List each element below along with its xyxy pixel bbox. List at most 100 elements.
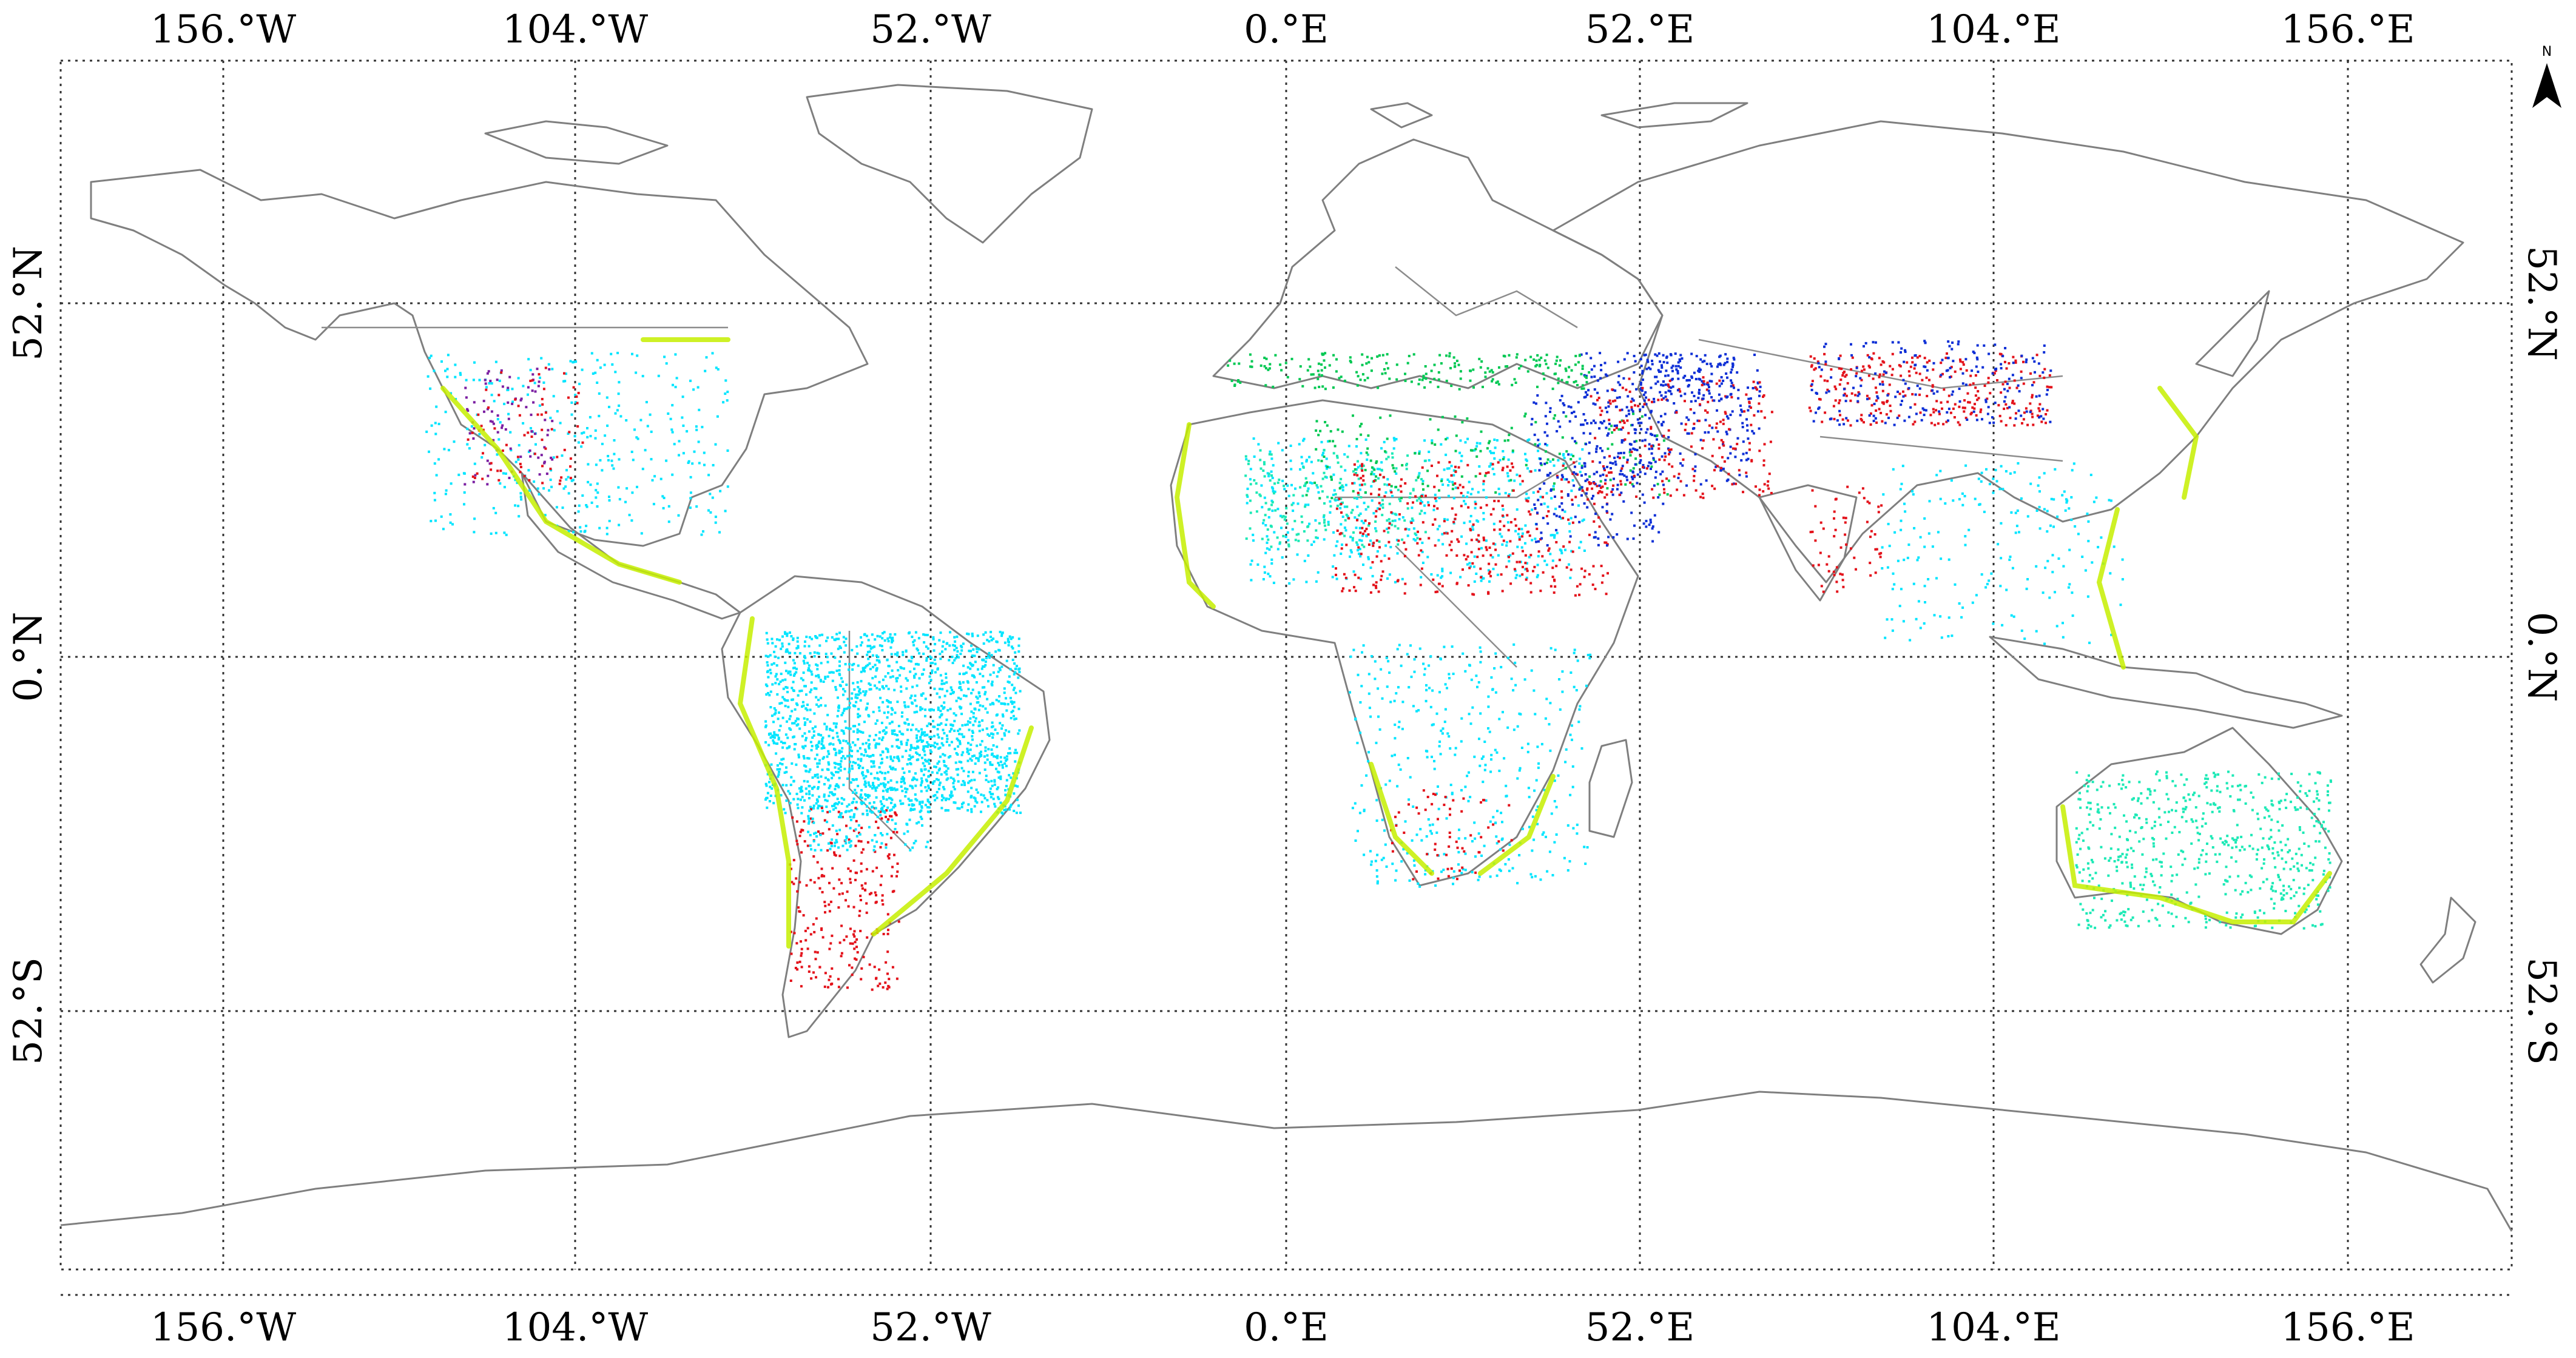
classified-pixel <box>1651 447 1654 450</box>
classified-pixel <box>563 448 566 451</box>
classified-pixel <box>828 763 831 766</box>
classified-pixel <box>1835 388 1838 391</box>
classified-pixel <box>1315 420 1318 423</box>
classified-pixel <box>864 782 867 785</box>
classified-pixel <box>595 463 598 466</box>
classified-pixel <box>1269 450 1272 453</box>
classified-pixel <box>828 978 831 981</box>
classified-pixel <box>1006 640 1010 643</box>
classified-pixel <box>1390 485 1393 488</box>
classified-pixel <box>1492 472 1495 476</box>
classified-pixel <box>1711 426 1714 429</box>
classified-pixel <box>1707 400 1710 403</box>
classified-pixel <box>1731 410 1734 413</box>
classified-pixel <box>1437 428 1440 431</box>
classified-pixel <box>474 474 477 477</box>
classified-pixel <box>835 731 838 734</box>
classified-pixel <box>936 733 939 736</box>
classified-pixel <box>816 951 819 954</box>
classified-pixel <box>2003 388 2006 391</box>
classified-pixel <box>1992 422 1995 424</box>
classified-pixel <box>1264 551 1267 554</box>
classified-pixel <box>1941 407 1943 410</box>
classified-pixel <box>1650 426 1653 429</box>
classified-pixel <box>1727 457 1730 460</box>
classified-pixel <box>875 742 878 745</box>
classified-pixel <box>1987 406 1990 409</box>
classified-pixel <box>1698 419 1701 422</box>
classified-pixel <box>811 745 814 748</box>
classified-pixel <box>1259 449 1262 452</box>
classified-pixel <box>817 830 820 833</box>
classified-pixel <box>902 779 905 782</box>
classified-pixel <box>1008 730 1011 733</box>
classified-pixel <box>1545 450 1547 453</box>
classified-pixel <box>843 690 846 693</box>
classified-pixel <box>1561 476 1564 479</box>
classified-pixel <box>1902 395 1905 398</box>
classified-pixel <box>1506 472 1509 475</box>
classified-pixel <box>551 368 554 371</box>
classified-pixel <box>1874 386 1877 389</box>
classified-pixel <box>820 775 823 778</box>
classified-pixel <box>914 772 917 775</box>
classified-pixel <box>964 724 967 727</box>
classified-pixel <box>945 799 947 801</box>
classified-pixel <box>1270 453 1273 456</box>
classified-pixel <box>911 787 914 790</box>
classified-pixel <box>1662 420 1665 423</box>
classified-pixel <box>1464 502 1467 505</box>
classified-pixel <box>1547 510 1550 513</box>
classified-pixel <box>1336 454 1338 457</box>
classified-pixel <box>769 654 772 657</box>
classified-pixel <box>1451 480 1454 483</box>
classified-pixel <box>891 768 894 771</box>
classified-pixel <box>920 728 923 731</box>
classified-pixel <box>1487 471 1490 474</box>
classified-pixel <box>926 760 929 763</box>
classified-pixel <box>948 644 951 647</box>
classified-pixel <box>1843 388 1846 391</box>
classified-pixel <box>970 810 973 813</box>
classified-pixel <box>872 785 875 788</box>
classified-pixel <box>569 360 572 363</box>
classified-pixel <box>1622 377 1625 380</box>
classified-pixel <box>1403 554 1406 557</box>
classified-pixel <box>953 659 956 662</box>
classified-pixel <box>1491 463 1494 466</box>
classified-pixel <box>800 788 803 791</box>
classified-pixel <box>2049 369 2052 372</box>
classified-pixel <box>1850 368 1853 371</box>
classified-pixel <box>1603 456 1606 459</box>
classified-pixel <box>984 660 987 663</box>
classified-pixel <box>1420 509 1423 513</box>
classified-pixel <box>1255 510 1258 513</box>
classified-pixel <box>820 867 823 870</box>
classified-pixel <box>971 654 974 657</box>
classified-pixel <box>1579 471 1582 474</box>
classified-pixel <box>1633 371 1636 374</box>
classified-pixel <box>875 668 878 671</box>
classified-pixel <box>783 771 786 774</box>
classified-pixel <box>488 462 491 465</box>
classified-pixel <box>619 415 622 418</box>
classified-pixel <box>937 778 940 781</box>
classified-pixel <box>674 386 677 389</box>
classified-pixel <box>594 429 597 432</box>
classified-pixel <box>984 631 987 634</box>
classified-pixel <box>844 720 847 723</box>
classified-pixel <box>1003 734 1006 737</box>
classified-pixel <box>1868 397 1871 400</box>
classified-pixel <box>816 762 819 765</box>
classified-pixel <box>957 729 960 732</box>
classified-pixel <box>957 768 960 771</box>
classified-pixel <box>878 737 881 740</box>
classified-pixel <box>483 410 485 413</box>
classified-pixel <box>980 810 982 813</box>
classified-pixel <box>1386 478 1389 481</box>
classified-pixel <box>857 685 860 688</box>
classified-pixel <box>836 802 839 805</box>
classified-pixel <box>1517 533 1520 536</box>
classified-pixel <box>782 742 784 744</box>
classified-pixel <box>494 531 497 534</box>
